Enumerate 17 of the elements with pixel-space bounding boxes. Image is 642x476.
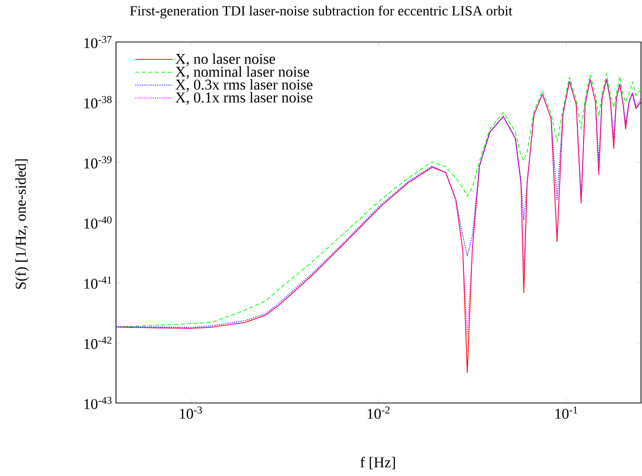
x-axis-title: f [Hz]: [360, 456, 395, 470]
legend-label: X, 0.3x rms laser noise: [175, 79, 312, 92]
y-tick-label: 10$^{-39}$: [84, 156, 112, 168]
y-axis-title: S(f) [1/Hz, one-sided]: [15, 159, 29, 289]
x-tick-label: 10$^{-2}$: [368, 406, 390, 419]
y-tick-label: 10$^{-40}$: [84, 216, 112, 229]
legend-label: X, no laser noise: [175, 53, 276, 66]
y-tick-label: 10$^{-43}$: [84, 396, 112, 410]
chart-title: First-generation TDI laser-noise subtraction for eccentric LISA orbit: [130, 6, 512, 18]
y-tick-label: 10$^{-38}$: [84, 96, 112, 108]
y-tick-label: 10$^{-37}$: [84, 36, 112, 48]
legend-label: X, nominal laser noise: [175, 66, 310, 79]
legend-label: X, 0.1x rms laser noise: [175, 92, 312, 105]
x-tick-label: 10$^{-3}$: [180, 406, 202, 419]
y-tick-label: 10$^{-41}$: [84, 276, 112, 289]
x-tick-label: 10$^{-1}$: [556, 406, 578, 419]
y-tick-label: 10$^{-42}$: [84, 336, 112, 349]
